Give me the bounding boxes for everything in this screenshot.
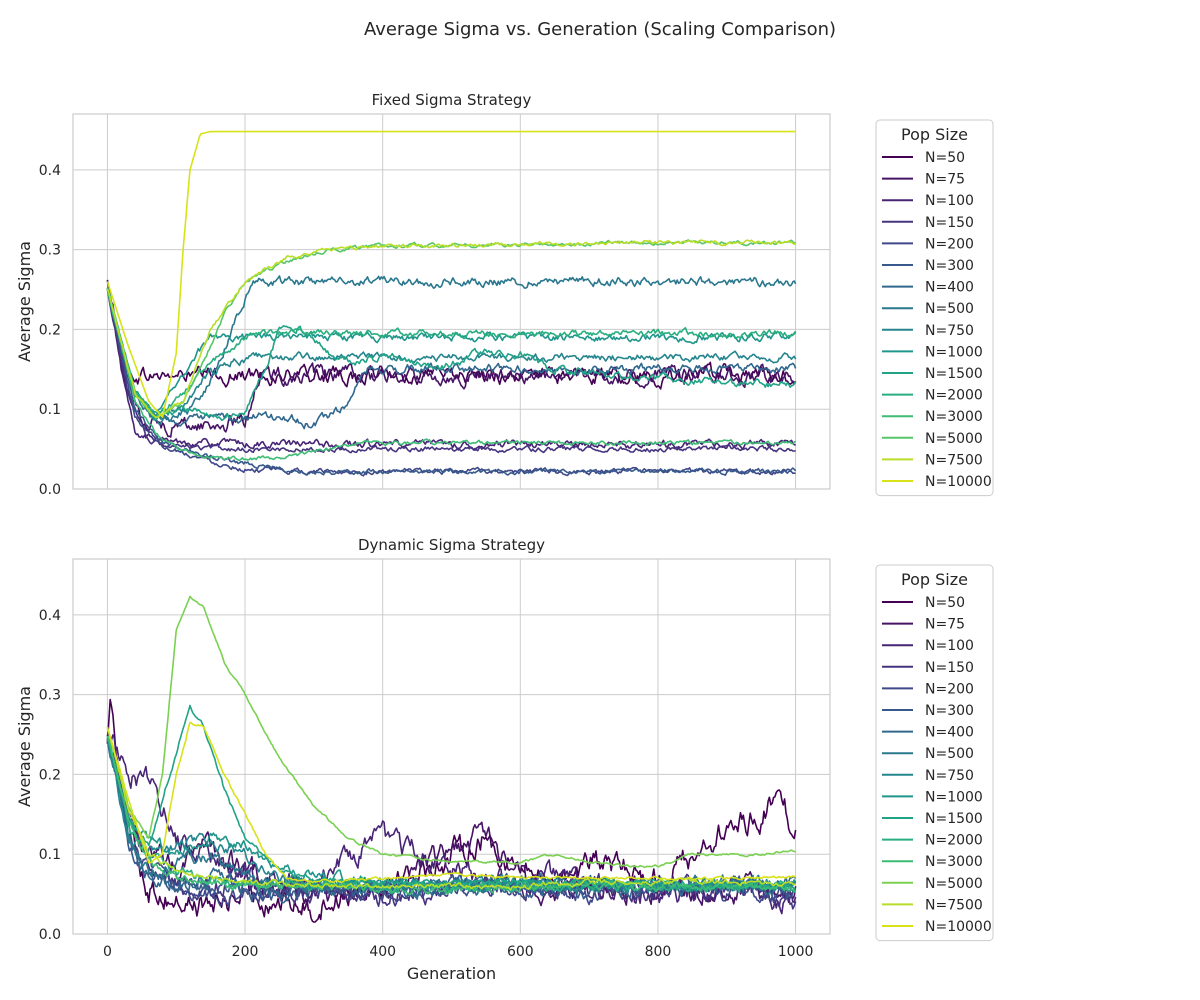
legend-label: N=7500: [925, 452, 983, 468]
legend-label: N=100: [925, 638, 974, 654]
y-tick-label: 0.3: [39, 243, 61, 259]
series-line-n75: [106, 279, 797, 438]
legend-label: N=150: [925, 660, 974, 676]
legend-label: N=150: [925, 215, 974, 231]
series-line-n1500: [106, 287, 797, 421]
y-axis-label: Average Sigma: [15, 241, 34, 362]
fixed-sigma-panel: 0.0 0.1 0.2 0.3 0.4 Fixed Sigma Strategy Avera…: [15, 91, 994, 498]
x-axis-label: Generation: [407, 964, 496, 983]
legend-label: N=50: [925, 150, 965, 166]
legend-label: N=200: [925, 236, 974, 252]
series-line-n3000: [106, 735, 796, 896]
y-tick-label: 0.2: [39, 767, 61, 783]
legend-box: [875, 119, 994, 497]
series-line-n7500: [106, 239, 797, 419]
plot-frame: [72, 558, 831, 935]
series-line-n100: [106, 280, 796, 451]
legend-label: N=750: [925, 768, 974, 784]
legend-box: [875, 564, 994, 942]
legend-label: N=300: [925, 703, 974, 719]
x-tick-labels: 0 200 400 600 800 1000: [103, 944, 813, 960]
legend-label: N=7500: [925, 897, 983, 913]
legend-label: N=2000: [925, 388, 983, 404]
subplot-title: Fixed Sigma Strategy: [372, 91, 532, 109]
y-tick-label: 0.0: [39, 482, 61, 498]
legend-label: N=5000: [925, 876, 983, 892]
y-tick-labels: 0.0 0.1 0.2 0.3 0.4: [39, 608, 61, 943]
series-line-n3000: [106, 288, 796, 462]
series-line-n1000: [106, 287, 797, 421]
y-tick-label: 0.4: [39, 608, 61, 624]
legend-label: N=200: [925, 681, 974, 697]
legend-label: N=1000: [925, 344, 983, 360]
legend-label: N=1000: [925, 789, 983, 805]
legend-label: N=750: [925, 323, 974, 339]
y-axis-label: Average Sigma: [15, 686, 34, 807]
series-line-n400: [106, 287, 797, 430]
y-tick-labels: 0.0 0.1 0.2 0.3 0.4: [39, 163, 61, 498]
legend-label: N=500: [925, 746, 974, 762]
series-line-n750: [106, 287, 797, 420]
legend-label: N=1500: [925, 366, 983, 382]
series-line-n2000: [106, 287, 797, 421]
legend-title: Pop Size: [901, 570, 968, 589]
x-tick-label: 200: [232, 944, 259, 960]
y-tick-label: 0.1: [39, 847, 61, 863]
y-tick-label: 0.4: [39, 163, 61, 179]
legend-title: Pop Size: [901, 125, 968, 144]
plot-frame: [72, 113, 831, 490]
series-lines: [106, 595, 797, 923]
legend-label: N=400: [925, 280, 974, 296]
dynamic-sigma-panel: 0.0 0.1 0.2 0.3 0.4 0 200 400 600 800 1000 Dynamic …: [15, 536, 994, 983]
y-tick-label: 0.0: [39, 927, 61, 943]
series-line-n500: [106, 275, 797, 426]
legend-label: N=10000: [925, 474, 992, 490]
legend-label: N=10000: [925, 919, 992, 935]
legend-label: N=300: [925, 258, 974, 274]
series-line-n150: [106, 288, 796, 454]
legend-label: N=75: [925, 617, 965, 633]
x-tick-label: 600: [507, 944, 534, 960]
series-line-n10000: [106, 130, 796, 418]
y-tick-label: 0.2: [39, 322, 61, 338]
series-line-n10000: [106, 721, 796, 884]
legend-label: N=3000: [925, 409, 983, 425]
legend-label: N=5000: [925, 431, 983, 447]
legend-label: N=3000: [925, 854, 983, 870]
series-lines: [106, 130, 797, 477]
y-tick-label: 0.1: [39, 402, 61, 418]
series-line-n5000: [106, 595, 796, 868]
legend-label: N=2000: [925, 833, 983, 849]
x-tick-label: 800: [645, 944, 672, 960]
x-tick-label: 400: [369, 944, 396, 960]
legend-label: N=1500: [925, 811, 983, 827]
x-tick-label: 1000: [778, 944, 814, 960]
legend-label: N=400: [925, 725, 974, 741]
figure-title: Average Sigma vs. Generation (Scaling Co…: [364, 19, 836, 40]
legend-label: N=100: [925, 193, 974, 209]
y-tick-label: 0.3: [39, 688, 61, 704]
series-line-n1000: [106, 737, 797, 894]
legend-label: N=50: [925, 595, 965, 611]
legend: Pop Size N=50 N=75 N=100 N=150 N=200 N=300 N=40…: [875, 119, 994, 497]
legend-label: N=500: [925, 301, 974, 317]
subplot-title: Dynamic Sigma Strategy: [358, 536, 545, 554]
x-tick-label: 0: [103, 944, 112, 960]
legend: Pop Size N=50 N=75 N=100 N=150 N=200 N=300 N=40…: [875, 564, 994, 942]
legend-label: N=75: [925, 172, 965, 188]
